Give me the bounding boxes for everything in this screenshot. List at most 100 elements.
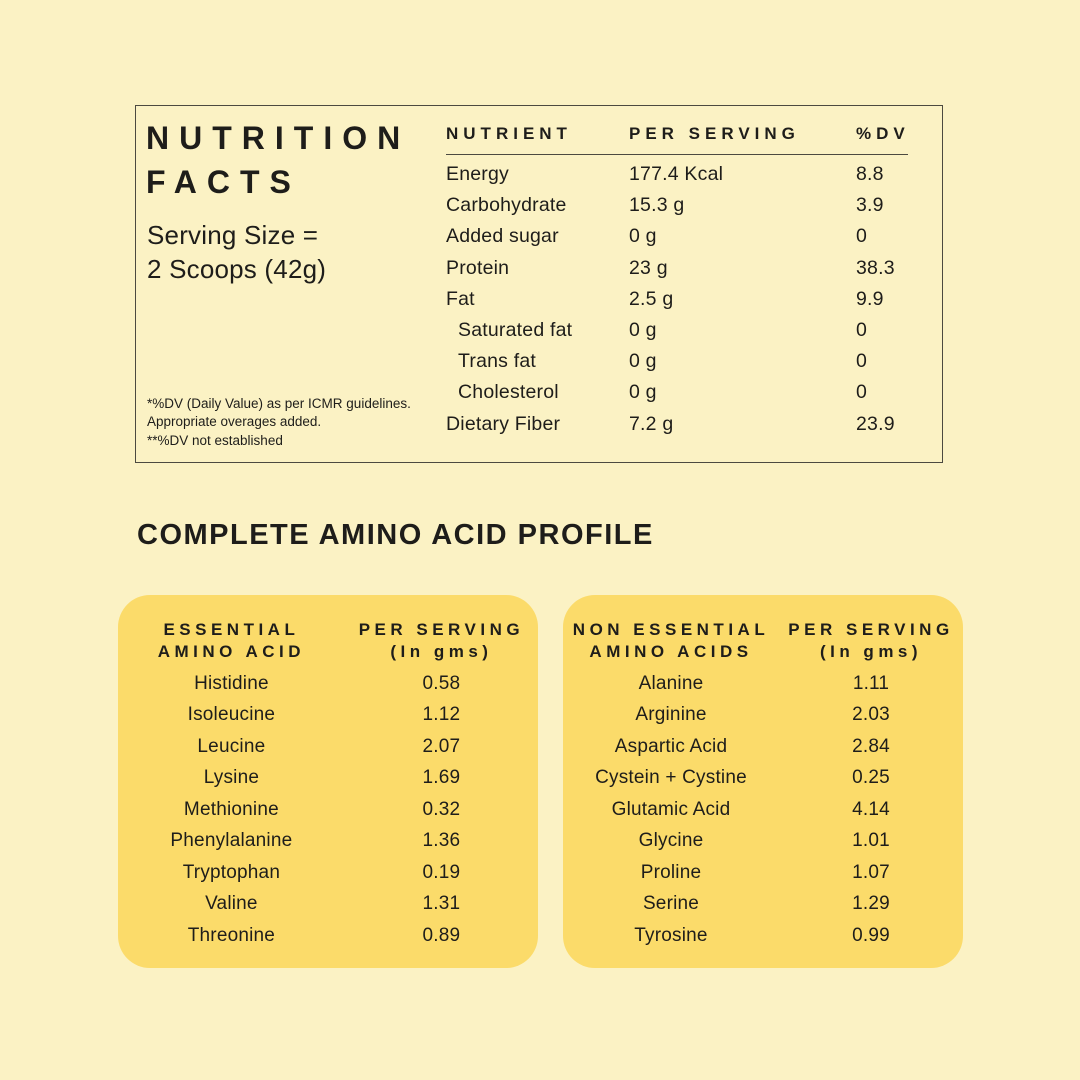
nutrient-row: Protein 23 g 38.3 [446, 253, 908, 284]
amino-row: Phenylalanine 1.36 [118, 826, 538, 858]
nutrient-name: Carbohydrate [446, 194, 567, 217]
amino-row: Arginine 2.03 [563, 700, 963, 732]
nutrient-per-serving: 177.4 Kcal [629, 163, 724, 186]
amino-row: Methionine 0.32 [118, 794, 538, 826]
nutrient-name: Trans fat [458, 350, 537, 373]
amino-name: Isoleucine [187, 704, 276, 726]
amino-row: Glutamic Acid 4.14 [563, 794, 963, 826]
nutrient-per-serving: 2.5 g [629, 287, 674, 310]
nutrient-row: Energy 177.4 Kcal 8.8 [446, 159, 908, 190]
nutrient-name: Energy [446, 163, 509, 186]
amino-value: 0.99 [852, 924, 890, 946]
nutrient-per-serving: 0 g [629, 225, 657, 248]
nutrient-table-body: Energy 177.4 Kcal 8.8 Carbohydrate 15.3 g 3.9… [446, 155, 908, 440]
amino-name: Glutamic Acid [611, 798, 731, 820]
amino-name: Lysine [203, 767, 260, 789]
nutrient-row: Fat 2.5 g 9.9 [446, 284, 908, 315]
amino-value: 1.01 [852, 830, 890, 852]
footnote-line3: **%DV not established [147, 432, 283, 448]
amino-row: Tryptophan 0.19 [118, 857, 538, 889]
amino-name: Methionine [183, 798, 279, 820]
amino-row: Leucine 2.07 [118, 731, 538, 763]
amino-name: Alanine [638, 672, 704, 694]
amino-row: Proline 1.07 [563, 857, 963, 889]
serving-size-line1: Serving Size = [147, 220, 319, 250]
amino-row: Isoleucine 1.12 [118, 700, 538, 732]
amino-name: Cystein + Cystine [595, 767, 747, 789]
non-essential-value-header: PER SERVING (In gms) [779, 619, 963, 663]
header-dv: %DV [856, 124, 910, 143]
non-essential-name-header-line2: AMINO ACIDS [589, 642, 753, 661]
nutrient-per-serving: 0 g [629, 350, 657, 373]
amino-name: Serine [642, 893, 700, 915]
non-essential-name-header: NON ESSENTIAL AMINO ACIDS [563, 619, 779, 663]
nutrient-name: Cholesterol [458, 381, 559, 404]
nutrient-name: Added sugar [446, 225, 559, 248]
nutrient-name: Fat [446, 287, 475, 310]
essential-amino-rows: Histidine 0.58 Isoleucine 1.12 Leucine 2.07 Ly… [118, 668, 538, 952]
amino-value: 1.31 [422, 893, 461, 915]
amino-name: Tryptophan [182, 861, 281, 883]
amino-row: Threonine 0.89 [118, 920, 538, 952]
nutrient-table: NUTRIENT PER SERVING %DV Energy 177.4 Kca… [446, 124, 908, 440]
panel-title-line2: FACTS [146, 164, 301, 200]
essential-value-header-line1: PER SERVING [358, 620, 525, 639]
amino-name: Arginine [635, 704, 707, 726]
nutrient-per-serving: 7.2 g [629, 412, 674, 435]
nutrient-per-serving: 0 g [629, 319, 657, 342]
nutrient-dv: 0 [856, 319, 868, 342]
nutrient-row: Trans fat 0 g 0 [446, 346, 908, 377]
essential-name-header-line1: ESSENTIAL [163, 620, 300, 639]
nutrient-row: Dietary Fiber 7.2 g 23.9 [446, 409, 908, 440]
amino-value: 1.12 [422, 704, 461, 726]
footnote-line1: *%DV (Daily Value) as per ICMR guideline… [147, 395, 411, 411]
amino-name: Valine [205, 893, 258, 915]
amino-value: 0.58 [422, 672, 461, 694]
header-nutrient: NUTRIENT [446, 124, 572, 143]
amino-value: 2.07 [422, 735, 461, 757]
nutrient-per-serving: 0 g [629, 381, 657, 404]
nutrient-dv: 0 [856, 225, 868, 248]
panel-title-line1: NUTRITION [146, 120, 411, 156]
non-essential-card-header: NON ESSENTIAL AMINO ACIDS PER SERVING (I… [563, 595, 963, 663]
amino-row: Alanine 1.11 [563, 668, 963, 700]
dv-footnotes: *%DV (Daily Value) as per ICMR guideline… [147, 395, 411, 451]
essential-name-header: ESSENTIAL AMINO ACID [118, 619, 345, 663]
amino-row: Tyrosine 0.99 [563, 920, 963, 952]
essential-value-header: PER SERVING (In gms) [345, 619, 538, 663]
amino-name: Glycine [638, 830, 704, 852]
panel-title: NUTRITION FACTS [146, 116, 410, 204]
amino-name: Threonine [187, 924, 276, 946]
amino-row: Cystein + Cystine 0.25 [563, 763, 963, 795]
header-per-serving: PER SERVING [629, 124, 800, 143]
amino-profile-heading: COMPLETE AMINO ACID PROFILE [137, 519, 654, 551]
amino-value: 2.84 [852, 735, 890, 757]
nutrient-row: Carbohydrate 15.3 g 3.9 [446, 190, 908, 221]
amino-row: Serine 1.29 [563, 889, 963, 921]
amino-name: Leucine [197, 735, 266, 757]
essential-value-header-line2: (In gms) [390, 642, 493, 661]
nutrient-dv: 3.9 [856, 194, 884, 217]
amino-value: 1.36 [422, 830, 461, 852]
non-essential-amino-rows: Alanine 1.11 Arginine 2.03 Aspartic Acid 2.84… [563, 668, 963, 952]
amino-value: 0.25 [852, 767, 890, 789]
amino-row: Aspartic Acid 2.84 [563, 731, 963, 763]
nutrient-dv: 0 [856, 350, 868, 373]
nutrient-table-header: NUTRIENT PER SERVING %DV [446, 124, 908, 155]
amino-value: 1.11 [852, 672, 890, 694]
nutrient-dv: 38.3 [856, 256, 895, 279]
amino-name: Tyrosine [634, 924, 708, 946]
amino-row: Glycine 1.01 [563, 826, 963, 858]
amino-row: Valine 1.31 [118, 889, 538, 921]
nutrient-name: Dietary Fiber [446, 412, 561, 435]
nutrient-dv: 23.9 [856, 412, 895, 435]
nutrient-name: Protein [446, 256, 510, 279]
amino-name: Histidine [194, 672, 269, 694]
nutrient-name: Saturated fat [458, 319, 573, 342]
serving-size: Serving Size = 2 Scoops (42g) [147, 218, 326, 286]
amino-value: 4.14 [852, 798, 890, 820]
serving-size-line2: 2 Scoops (42g) [147, 254, 327, 284]
amino-value: 2.03 [852, 704, 890, 726]
amino-name: Phenylalanine [170, 830, 293, 852]
